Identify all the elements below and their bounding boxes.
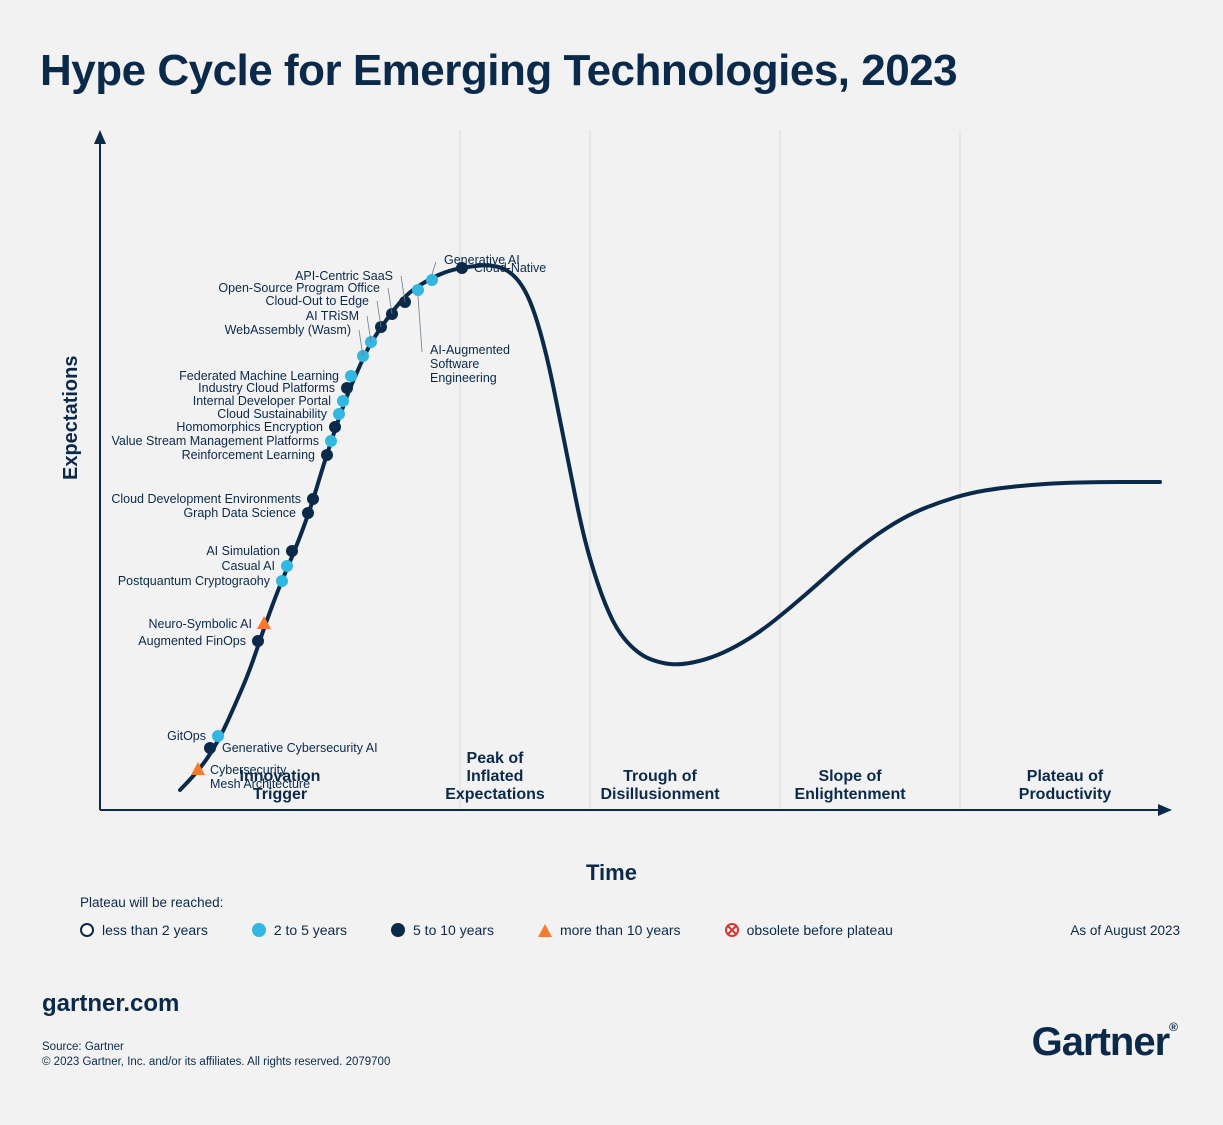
legend-item: obsolete before plateau	[725, 922, 893, 938]
hype-cycle-chart	[60, 130, 1180, 830]
legend-item: less than 2 years	[80, 922, 208, 938]
brand-text: Gartner	[1032, 1020, 1170, 1064]
tech-label: Cloud-Native	[474, 261, 546, 275]
x-axis-label: Time	[0, 860, 1223, 886]
tech-label: API-Centric SaaS	[295, 269, 393, 283]
tech-label: Casual AI	[221, 559, 275, 573]
legend-title: Plateau will be reached:	[80, 895, 1180, 910]
tech-label: Neuro-Symbolic AI	[148, 617, 252, 631]
phase-label: Trough ofDisillusionment	[570, 768, 750, 804]
obsolete-icon	[725, 923, 739, 937]
tech-label: AI-AugmentedSoftwareEngineering	[430, 343, 510, 385]
legend-item-label: 2 to 5 years	[274, 922, 347, 938]
tech-label: AI Simulation	[206, 544, 280, 558]
tech-label: Homomorphics Encryption	[176, 420, 323, 434]
tech-label: Reinforcement Learning	[182, 448, 315, 462]
triangle-icon	[538, 924, 552, 937]
phase-label: Plateau ofProductivity	[975, 768, 1155, 804]
tech-label: Value Stream Management Platforms	[111, 434, 319, 448]
tech-label: Augmented FinOps	[138, 634, 246, 648]
footer-source-block: Source: Gartner © 2023 Gartner, Inc. and…	[42, 1040, 390, 1070]
tech-label: AI TRiSM	[306, 309, 359, 323]
tech-label: Generative Cybersecurity AI	[222, 741, 378, 755]
tech-label: Open-Source Program Office	[218, 281, 380, 295]
legend-asof: As of August 2023	[1070, 923, 1180, 938]
circle-navy-icon	[391, 923, 405, 937]
tech-label: Graph Data Science	[183, 506, 296, 520]
legend-item: more than 10 years	[538, 922, 681, 938]
chart-area: CybersecurityMesh ArchitectureGenerative…	[60, 130, 1180, 830]
circle-open-icon	[80, 923, 94, 937]
tech-label: Industry Cloud Platforms	[198, 381, 335, 395]
phase-label: InnovationTrigger	[190, 768, 370, 804]
tech-label: Cloud Development Environments	[111, 492, 301, 506]
tech-label: Cloud-Out to Edge	[265, 294, 369, 308]
legend-item: 5 to 10 years	[391, 922, 494, 938]
legend-item-label: 5 to 10 years	[413, 922, 494, 938]
tech-label: GitOps	[167, 729, 206, 743]
footer-url: gartner.com	[42, 990, 179, 1018]
tech-label: Cloud Sustainability	[217, 407, 327, 421]
legend-row: less than 2 years 2 to 5 years 5 to 10 yea…	[80, 922, 1180, 938]
tech-label: WebAssembly (Wasm)	[225, 323, 351, 337]
phase-label: Peak ofInflatedExpectations	[405, 750, 585, 804]
footer-copyright: © 2023 Gartner, Inc. and/or its affiliat…	[42, 1056, 390, 1068]
tech-label: Federated Machine Learning	[179, 369, 339, 383]
legend-item-label: obsolete before plateau	[747, 922, 893, 938]
page-title: Hype Cycle for Emerging Technologies, 20…	[40, 46, 957, 96]
phase-label: Slope ofEnlightenment	[760, 768, 940, 804]
tech-label: Postquantum Cryptograohy	[118, 574, 270, 588]
brand-logo: Gartner®	[1032, 1020, 1177, 1065]
legend-item-label: less than 2 years	[102, 922, 208, 938]
circle-cyan-icon	[252, 923, 266, 937]
page-root: Hype Cycle for Emerging Technologies, 20…	[0, 0, 1223, 1125]
legend: Plateau will be reached: less than 2 yea…	[80, 895, 1180, 938]
tech-label: Internal Developer Portal	[193, 394, 331, 408]
legend-item-label: more than 10 years	[560, 922, 681, 938]
legend-item: 2 to 5 years	[252, 922, 347, 938]
footer-source: Source: Gartner	[42, 1041, 124, 1053]
